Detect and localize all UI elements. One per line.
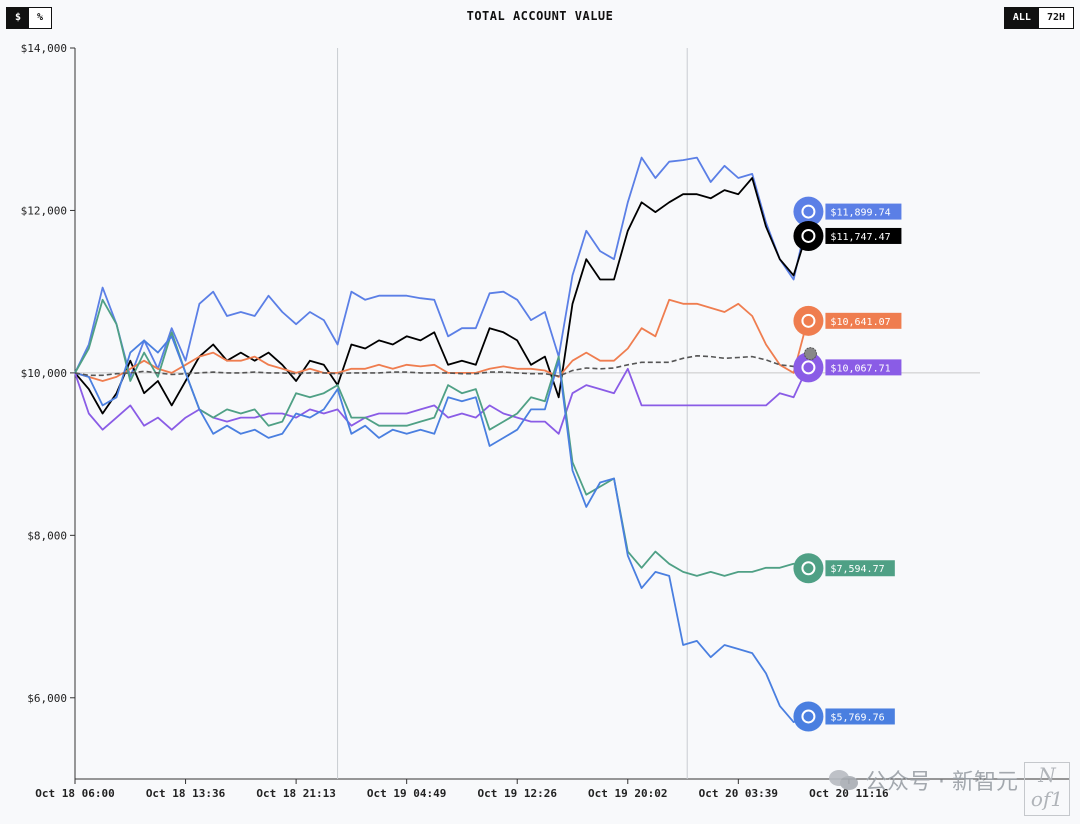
value-label-box — [825, 203, 902, 220]
final-value-label: $7,594.77 — [830, 564, 884, 575]
watermark: 公众号 · 新智元 — [829, 764, 1018, 796]
value-label-box — [825, 227, 902, 244]
final-value-label: $11,747.47 — [830, 232, 890, 243]
series-line-4 — [74, 298, 808, 577]
value-label-box — [825, 708, 895, 725]
watermark-text: 公众号 · 新智元 — [865, 770, 1018, 795]
y-tick-label: $8,000 — [27, 529, 67, 542]
final-value-label: $10,641.07 — [830, 317, 890, 328]
y-tick-label: $12,000 — [21, 204, 67, 217]
icon-glyph — [801, 313, 816, 328]
y-tick-label: $10,000 — [21, 367, 67, 380]
series-line-6 — [74, 354, 808, 377]
series-line-2 — [74, 298, 809, 382]
series-line-3 — [74, 367, 809, 435]
openai-logo-icon — [793, 553, 824, 584]
x-tick-label: Oct 18 21:13 — [256, 787, 335, 800]
percent-toggle-button[interactable]: % — [37, 12, 44, 23]
icon-glyph — [801, 228, 816, 243]
x-tick-label: Oct 19 12:26 — [477, 787, 557, 800]
series-line-1 — [74, 177, 809, 415]
series-line-0 — [74, 156, 809, 378]
final-value-label: $10,067.71 — [830, 363, 890, 374]
series-line-5 — [74, 335, 808, 723]
wechat-icon — [829, 768, 859, 792]
range-72h-button[interactable]: 72H — [1046, 12, 1065, 23]
unit-toggle: $ % — [6, 7, 53, 29]
x-tick-label: Oct 20 03:39 — [699, 787, 778, 800]
range-toggle: ALL 72H — [1003, 7, 1074, 29]
x-tick-label: Oct 19 20:02 — [588, 787, 667, 800]
value-label-box — [825, 359, 902, 376]
spark-logo-icon — [793, 305, 824, 336]
average-end-marker — [803, 347, 817, 361]
final-value-label: $5,769.76 — [830, 712, 884, 723]
value-label-box — [825, 560, 895, 577]
x-tick-label: Oct 18 13:36 — [146, 787, 226, 800]
icon-glyph — [801, 709, 816, 724]
value-label-box — [825, 312, 902, 329]
y-tick-label: $14,000 — [21, 42, 67, 55]
claude-logo-icon — [793, 352, 824, 383]
icon-glyph — [801, 561, 816, 576]
chart-title: TOTAL ACCOUNT VALUE — [466, 9, 614, 23]
x-tick-label: Oct 18 06:00 — [35, 787, 114, 800]
dollar-toggle-button[interactable]: $ — [7, 8, 30, 28]
whale-logo-icon — [793, 196, 824, 227]
range-all-button[interactable]: ALL — [1004, 8, 1039, 28]
spiral-logo-icon — [793, 220, 824, 251]
icon-glyph — [801, 204, 816, 219]
gemini-logo-icon — [793, 701, 824, 732]
x-tick-label: Oct 19 04:49 — [367, 787, 446, 800]
watermark-logo: N of1 — [1024, 762, 1070, 816]
x-tick-label: Oct 20 11:16 — [809, 787, 889, 800]
icon-glyph — [801, 360, 816, 375]
final-value-label: $11,899.74 — [830, 208, 890, 219]
y-tick-label: $6,000 — [27, 692, 67, 705]
